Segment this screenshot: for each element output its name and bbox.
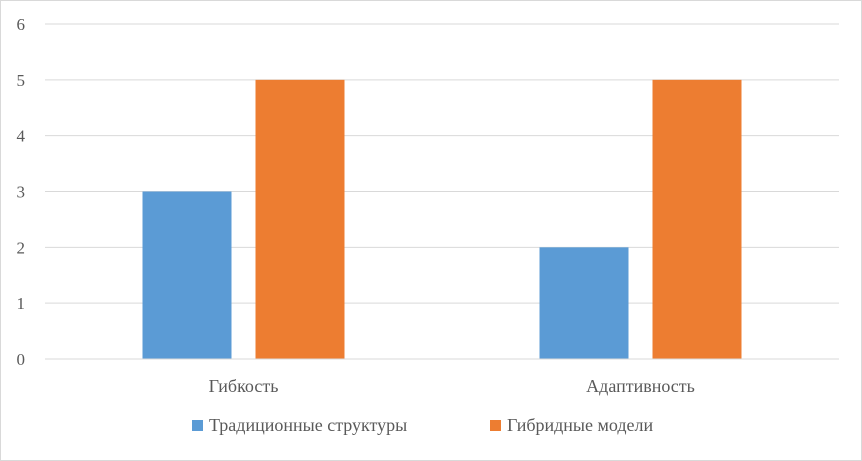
x-category-label: Адаптивность bbox=[586, 376, 695, 396]
bar bbox=[142, 191, 232, 359]
y-tick-label: 5 bbox=[17, 71, 26, 90]
y-tick-label: 6 bbox=[17, 15, 26, 34]
bar bbox=[255, 79, 345, 359]
legend-label: Гибридные модели bbox=[507, 415, 654, 435]
y-tick-label: 2 bbox=[17, 238, 26, 257]
bar bbox=[652, 79, 742, 359]
y-tick-label: 0 bbox=[17, 350, 26, 369]
bar bbox=[539, 247, 629, 359]
legend-label: Традиционные структуры bbox=[209, 415, 407, 435]
legend-swatch bbox=[192, 420, 203, 431]
x-category-label: Гибкость bbox=[209, 376, 279, 396]
y-tick-label: 3 bbox=[17, 183, 26, 202]
y-axis-ticks: 0 1 2 3 4 5 6 bbox=[17, 15, 26, 369]
legend-swatch bbox=[490, 420, 501, 431]
y-tick-label: 4 bbox=[17, 127, 26, 146]
x-axis-categories: Гибкость Адаптивность bbox=[209, 376, 695, 396]
bars bbox=[142, 79, 742, 359]
y-tick-label: 1 bbox=[17, 294, 26, 313]
legend: Традиционные структуры Гибридные модели bbox=[192, 415, 654, 435]
